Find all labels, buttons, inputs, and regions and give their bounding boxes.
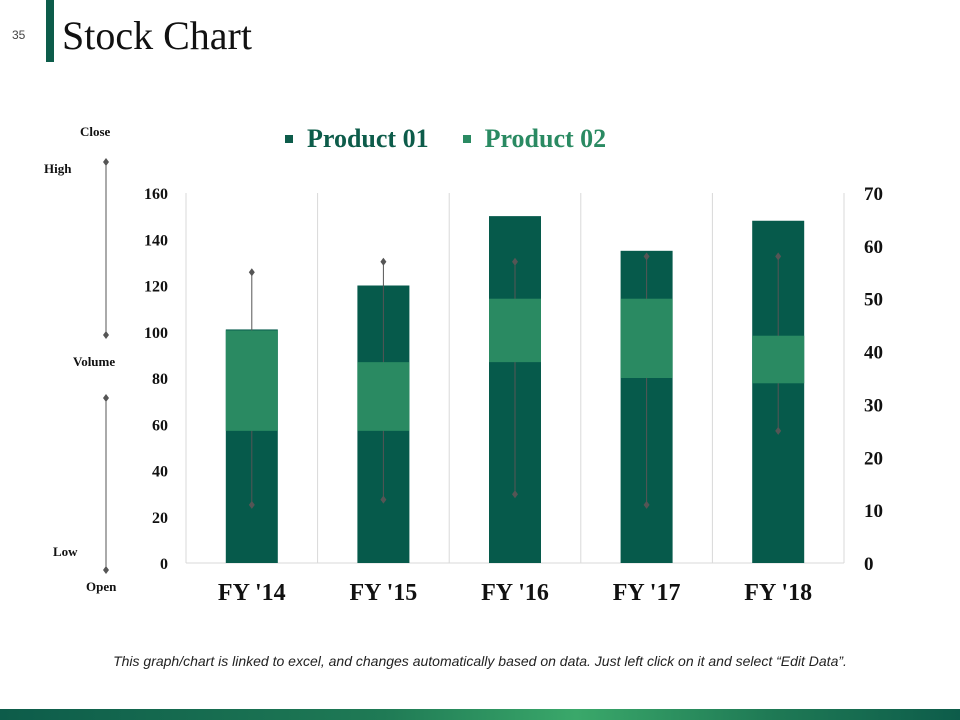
open-close-box [620,298,673,378]
y-left-tick-label: 80 [152,371,168,388]
x-tick-label: FY '16 [481,580,549,606]
y-right-tick-label: 20 [864,448,883,469]
legend-label-product-02: Product 02 [484,124,607,153]
high-marker [775,252,782,261]
y-left-tick-label: 40 [152,464,168,481]
side-label-high: High [44,161,72,176]
low-marker [380,495,387,504]
bottom-accent-bar [0,709,960,720]
low-marker [512,490,518,499]
y-left-tick-label: 0 [160,556,168,573]
open-close-box [357,362,410,431]
y-left-tick-label: 160 [144,186,168,203]
legend-swatch-product-02 [462,135,471,143]
side-key-lower-bottom-marker [103,566,109,574]
x-tick-label: FY '14 [218,580,286,606]
side-key-upper-top-marker [103,158,109,166]
side-label-volume: Volume [73,354,116,369]
y-right-tick-label: 70 [864,184,883,205]
side-key-lower-top-marker [103,394,109,402]
side-label-close: Close [80,124,111,139]
slide-number: 35 [12,28,26,42]
legend-item-product-01: Product 01 [285,124,429,154]
side-key-upper-bottom-marker [103,331,109,339]
y-left-tick-label: 140 [144,232,168,249]
y-right-tick-label: 0 [864,554,874,575]
x-tick-label: FY '18 [744,580,812,606]
y-left-tick-label: 100 [144,325,168,342]
y-right-tick-label: 50 [864,290,883,311]
low-marker [775,426,782,435]
y-right-tick-label: 10 [864,501,883,522]
high-marker [380,257,387,266]
y-left-tick-label: 20 [152,510,168,527]
y-right-tick-label: 40 [864,343,883,364]
low-marker [643,500,650,509]
x-tick-label: FY '17 [613,580,681,606]
legend-swatch-product-01 [285,135,293,143]
footer-note: This graph/chart is linked to excel, and… [113,653,847,669]
y-left-tick-label: 60 [152,417,168,434]
side-label-open: Open [86,579,117,594]
high-marker [512,257,518,266]
low-marker [248,500,255,509]
open-close-box [489,298,541,363]
legend-item-product-02: Product 02 [462,124,607,154]
y-right-tick-label: 60 [864,237,883,258]
side-label-low: Low [53,544,78,559]
x-tick-label: FY '15 [350,580,418,606]
legend-label-product-01: Product 01 [307,124,429,153]
y-right-tick-label: 30 [864,395,883,416]
open-close-box [752,335,805,384]
high-marker [248,268,255,277]
open-close-box [225,330,278,431]
high-marker [643,252,650,261]
title-accent-bar [46,0,54,62]
y-left-tick-label: 120 [144,279,168,296]
chart-legend: Product 01 Product 02 [285,124,606,154]
page-title: Stock Chart [62,13,252,58]
